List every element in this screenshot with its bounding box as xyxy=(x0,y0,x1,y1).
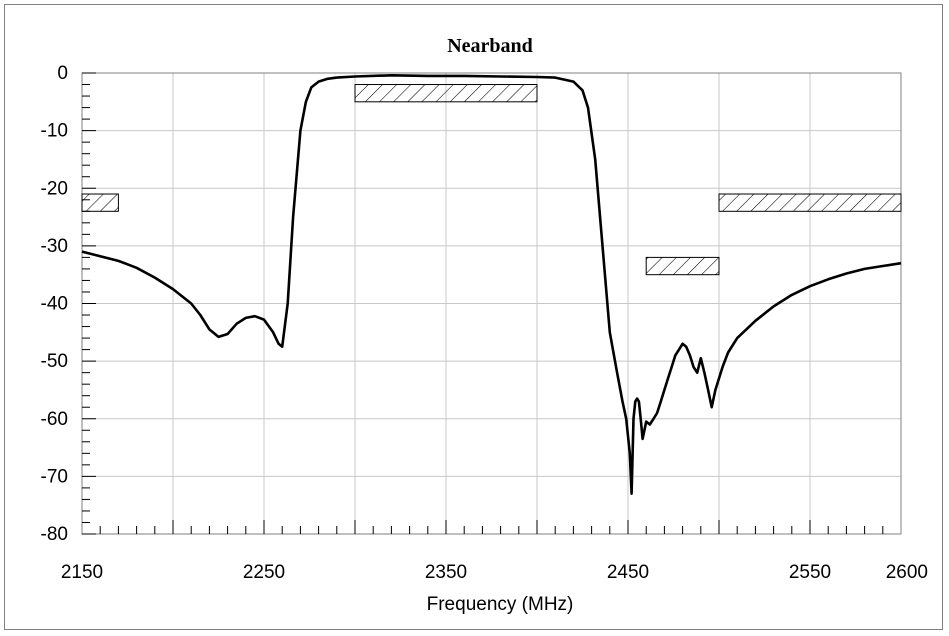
series-line xyxy=(81,74,902,496)
axis-ticks xyxy=(82,72,884,535)
x-axis-label: Frequency (MHz) xyxy=(427,594,574,615)
y-tick-label: -40 xyxy=(41,294,68,315)
chart-title: Nearband xyxy=(447,35,533,57)
y-tick-label: -10 xyxy=(41,121,68,142)
y-tick-label: -70 xyxy=(41,466,68,487)
spec-mask xyxy=(718,193,902,212)
y-tick-label: 0 xyxy=(57,63,68,84)
spec-mask xyxy=(354,84,538,103)
spec-mask xyxy=(645,256,720,276)
spec-mask xyxy=(81,193,119,212)
y-tick-label: -50 xyxy=(41,351,68,372)
x-tick-labels: 2150 2250 2350 2450 2550 2600 xyxy=(61,562,928,583)
series-group xyxy=(81,74,902,496)
y-tick-label: -30 xyxy=(41,236,68,257)
gridlines xyxy=(81,72,902,535)
x-tick-label: 2600 xyxy=(886,562,928,583)
x-tick-label: 2150 xyxy=(61,562,103,583)
chart-frame xyxy=(4,4,943,630)
x-tick-label: 2450 xyxy=(607,562,649,583)
y-tick-labels: 0 -10 -20 -30 -40 -50 -60 -70 -80 xyxy=(41,63,68,545)
spec-masks xyxy=(81,84,902,276)
y-tick-label: -60 xyxy=(41,409,68,430)
x-tick-label: 2250 xyxy=(243,562,285,583)
x-tick-label: 2350 xyxy=(425,562,467,583)
y-tick-label: -20 xyxy=(41,178,68,199)
y-tick-label: -80 xyxy=(41,524,68,545)
x-tick-label: 2550 xyxy=(789,562,831,583)
